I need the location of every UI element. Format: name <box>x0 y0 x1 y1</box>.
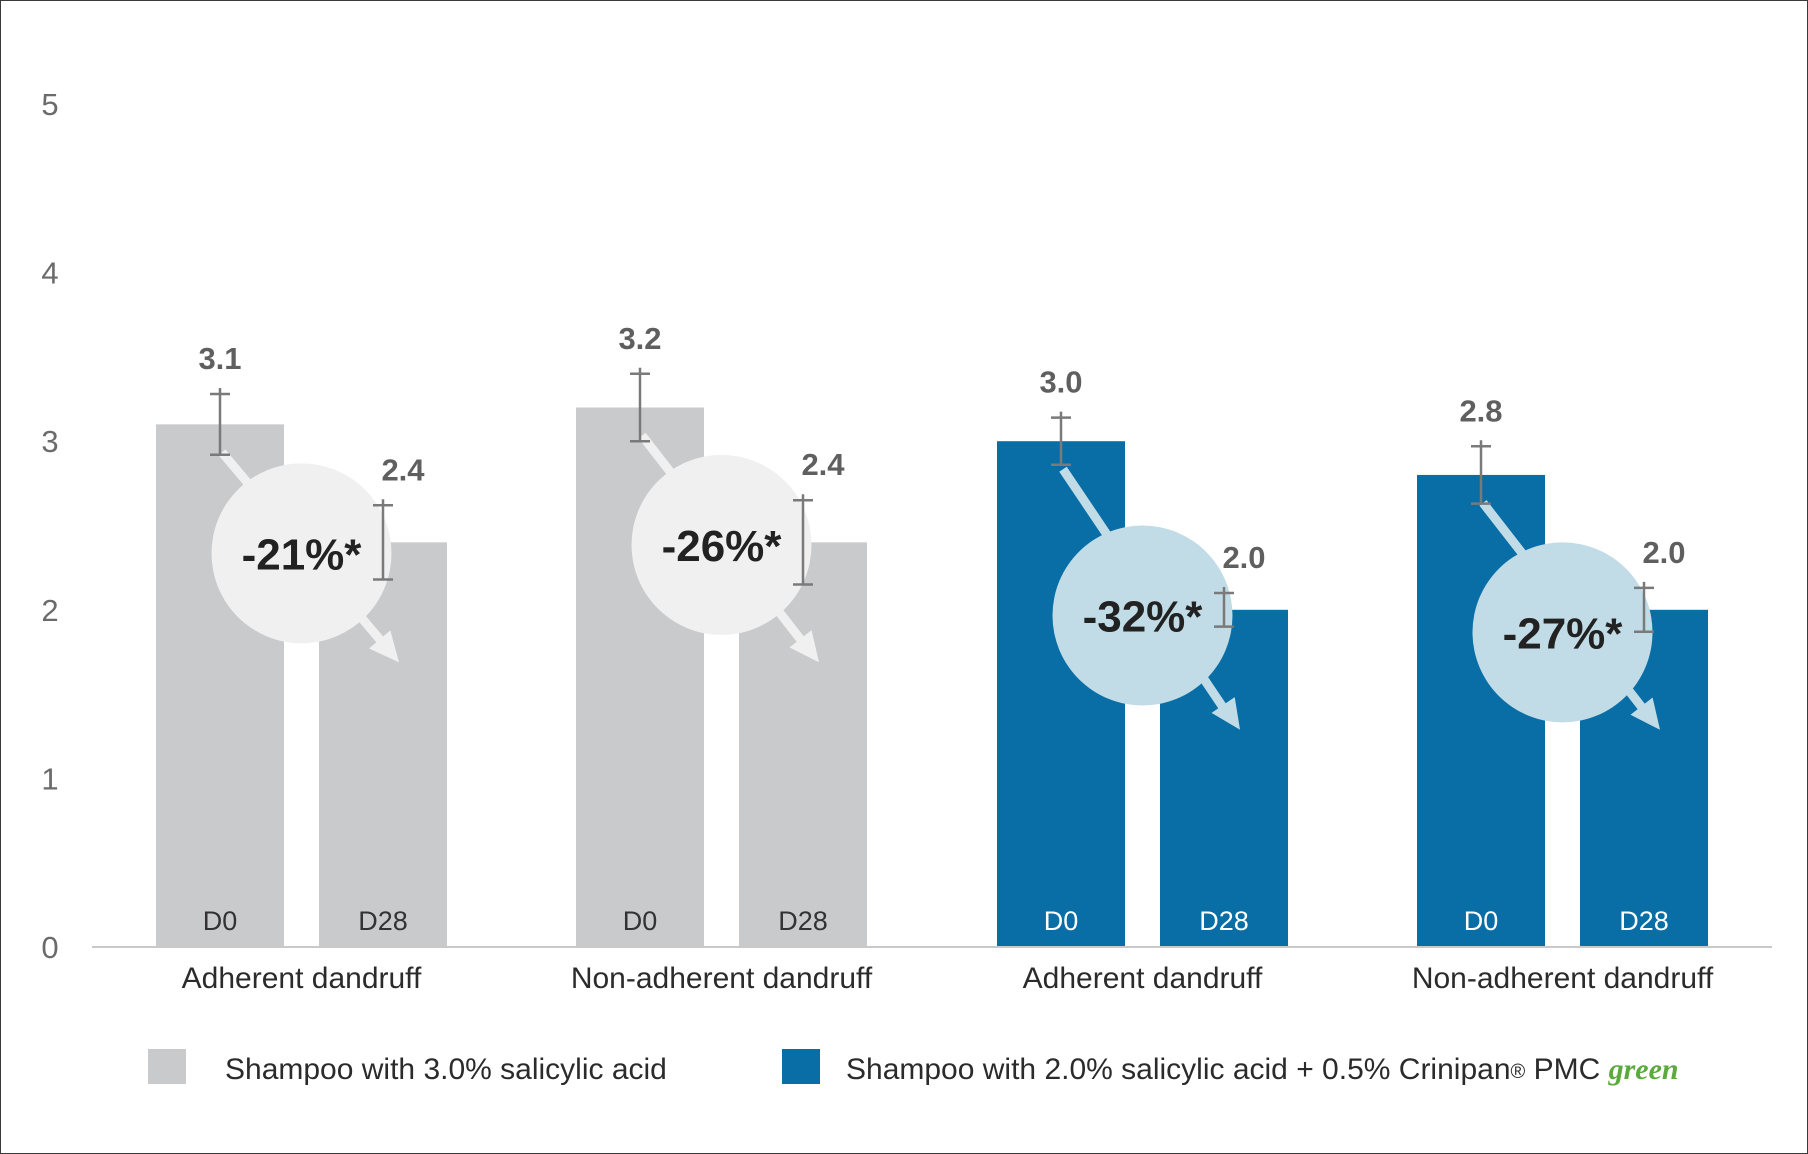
category-label: Adherent dandruff <box>182 962 422 995</box>
y-tick-label: 5 <box>41 87 58 122</box>
value-label: 2.8 <box>1459 393 1502 428</box>
value-label: 3.1 <box>198 341 241 376</box>
change-percent-label: -27%* <box>1503 609 1624 658</box>
bar-day-label: D28 <box>778 906 828 936</box>
value-label: 2.0 <box>1222 540 1265 575</box>
bar-day-label: D0 <box>203 906 238 936</box>
category-label: Adherent dandruff <box>1023 962 1263 995</box>
bar-day-label: D0 <box>1044 906 1079 936</box>
bar-day-label: D28 <box>1199 906 1249 936</box>
change-circle <box>211 463 392 644</box>
change-percent-label: -21%* <box>242 530 363 579</box>
y-tick-label: 3 <box>41 424 58 459</box>
category-label: Non-adherent dandruff <box>571 962 873 995</box>
change-arrowhead <box>1630 697 1660 730</box>
y-tick-label: 1 <box>41 761 58 796</box>
bar-day-label: D28 <box>1619 906 1669 936</box>
legend-label-grey: Shampoo with 3.0% salicylic acid <box>225 1053 667 1086</box>
y-tick-label: 4 <box>41 256 58 291</box>
y-tick-label: 0 <box>41 930 58 965</box>
change-circle <box>631 454 812 635</box>
legend-label-blue: Shampoo with 2.0% salicylic acid + 0.5% … <box>846 1053 1679 1086</box>
value-label: 3.2 <box>618 321 661 356</box>
value-label: 3.0 <box>1039 365 1082 400</box>
change-percent-label: -32%* <box>1083 593 1204 642</box>
change-arrowhead <box>1211 697 1240 730</box>
change-arrowhead <box>789 630 819 663</box>
legend-swatch-blue <box>782 1049 820 1084</box>
value-label: 2.4 <box>381 452 425 487</box>
legend-swatch-grey <box>148 1049 186 1084</box>
change-circle <box>1472 542 1653 723</box>
change-arrowhead <box>368 630 399 663</box>
change-percent-label: -26%* <box>662 522 783 571</box>
value-label: 2.4 <box>801 447 845 482</box>
change-circle <box>1052 525 1233 706</box>
bar-day-label: D0 <box>623 906 658 936</box>
category-label: Non-adherent dandruff <box>1412 962 1714 995</box>
bar-day-label: D0 <box>1464 906 1499 936</box>
bar-day-label: D28 <box>358 906 408 936</box>
y-tick-label: 2 <box>41 593 58 628</box>
value-label: 2.0 <box>1642 535 1685 570</box>
